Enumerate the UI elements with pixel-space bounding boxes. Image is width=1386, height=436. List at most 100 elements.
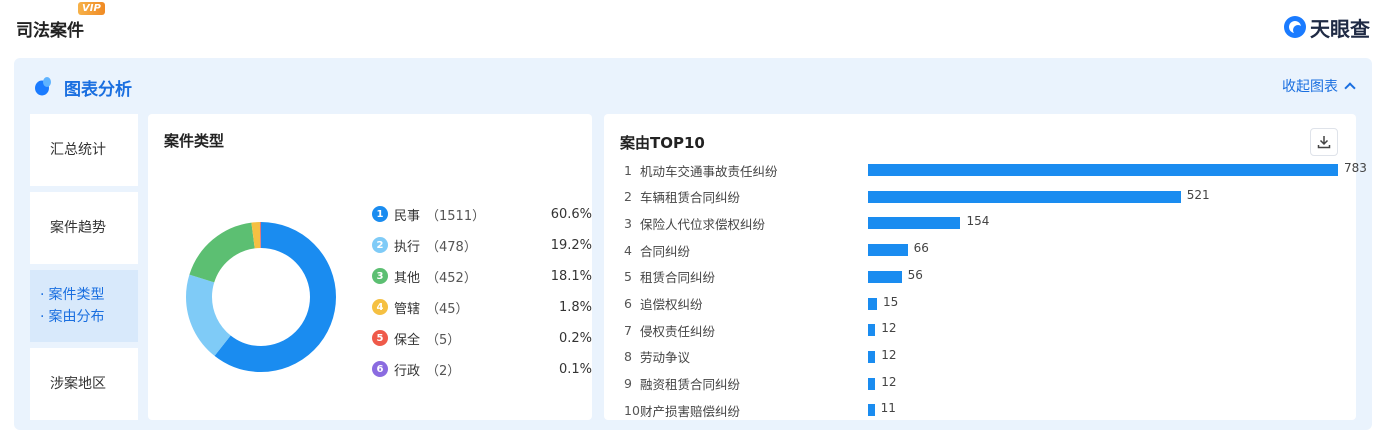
bar-mark <box>868 377 876 390</box>
bar-mark <box>868 324 876 337</box>
sidenav-item-region[interactable]: 涉案地区 <box>30 348 138 420</box>
bar-mark <box>868 404 875 417</box>
chart-analysis-icon <box>35 77 51 96</box>
bar-row[interactable]: 7 侵权责任纠纷 12 <box>624 320 1344 340</box>
bar-rank: 8 <box>624 349 632 365</box>
legend-count: （478） <box>426 239 477 255</box>
legend-index-badge: 3 <box>372 268 388 284</box>
bar-rank: 5 <box>624 269 632 285</box>
bar-row[interactable]: 2 车辆租赁合同纠纷 521 <box>624 187 1344 207</box>
sidenav-item-case-type[interactable]: 案件类型 案由分布 <box>30 270 138 342</box>
legend-percentage: 0.1% <box>558 361 592 377</box>
legend-name: 保全 <box>394 332 421 348</box>
case-type-card: 案件类型 1 民事 （1511） 60.6% 2 执行 （478） 19.2% 3 其他 （452）… <box>148 114 592 420</box>
bar-value-label: 154 <box>966 214 990 229</box>
bar-mark <box>868 190 1181 203</box>
bar-value-label: 56 <box>907 267 923 282</box>
bar-category-label: 劳动争议 <box>640 350 691 366</box>
download-button[interactable] <box>1310 128 1338 156</box>
sidenav-item-label-secondary: 案由分布 <box>48 306 138 328</box>
legend-index-badge: 4 <box>372 299 388 315</box>
bar-row[interactable]: 6 追偿权纠纷 15 <box>624 294 1344 314</box>
legend-row[interactable]: 5 保全 （5） 0.2% <box>372 328 592 348</box>
brand-logo-icon <box>1284 16 1306 38</box>
collapse-charts-button[interactable]: 收起图表 <box>1282 76 1356 96</box>
legend-row[interactable]: 1 民事 （1511） 60.6% <box>372 204 592 224</box>
bar-rank: 9 <box>624 376 632 392</box>
legend-index-badge: 6 <box>372 361 388 377</box>
legend-count: （2） <box>426 363 461 379</box>
bar-value-label: 12 <box>881 374 897 389</box>
bar-mark <box>868 350 876 363</box>
bar-mark <box>868 244 908 257</box>
bar-row[interactable]: 1 机动车交通事故责任纠纷 783 <box>624 160 1367 180</box>
legend-row[interactable]: 6 行政 （2） 0.1% <box>372 359 592 379</box>
cause-top10-title: 案由TOP10 <box>620 134 705 152</box>
legend-index-badge: 1 <box>372 206 388 222</box>
legend-row[interactable]: 2 执行 （478） 19.2% <box>372 235 592 255</box>
top-bar: 司法案件 VIP 天眼查 <box>0 0 1386 50</box>
bar-row[interactable]: 9 融资租赁合同纠纷 12 <box>624 374 1344 394</box>
chart-sidenav: 汇总统计 案件趋势 案件类型 案由分布 涉案地区 <box>30 114 138 420</box>
brand-logo: 天眼查 <box>1284 12 1370 42</box>
bar-category-label: 追偿权纠纷 <box>640 297 703 312</box>
bar-row[interactable]: 8 劳动争议 12 <box>624 347 1344 367</box>
panel-header: 图表分析 收起图表 <box>14 58 1372 112</box>
sidenav-item-label: 案件趋势 <box>50 220 106 236</box>
panel-title: 图表分析 <box>64 80 132 100</box>
sidenav-item-label: 汇总统计 <box>50 142 106 158</box>
bar-category-label: 合同纠纷 <box>640 243 691 259</box>
bar-value-label: 12 <box>881 347 897 362</box>
case-type-donut-chart <box>186 222 336 372</box>
legend-percentage: 18.1% <box>550 268 592 284</box>
bar-row[interactable]: 3 保险人代位求偿权纠纷 154 <box>624 213 1344 233</box>
sidenav-item-label: 涉案地区 <box>50 376 106 392</box>
bar-category-label: 机动车交通事故责任纠纷 <box>640 163 778 179</box>
bar-category-label: 车辆租赁合同纠纷 <box>640 190 741 206</box>
legend-count: （45） <box>426 301 469 317</box>
cause-top10-card: 案由TOP10 1 机动车交通事故责任纠纷 783 2 车辆租赁合同纠纷 521 3 保险人代… <box>604 114 1367 420</box>
legend-name: 民事 <box>394 208 421 224</box>
bar-value-label: 66 <box>913 241 929 256</box>
legend-percentage: 1.8% <box>558 299 592 315</box>
bar-rank: 10 <box>624 402 640 418</box>
sidenav-item-label: 案件类型 <box>48 284 138 306</box>
brand-name: 天眼查 <box>1310 16 1370 41</box>
bar-row[interactable]: 4 合同纠纷 66 <box>624 240 1344 260</box>
donut-slice-2[interactable] <box>186 222 336 372</box>
legend-name: 行政 <box>394 363 421 379</box>
bar-row[interactable]: 10 财产损害赔偿纠纷 11 <box>624 400 1344 420</box>
sidenav-item-summary[interactable]: 汇总统计 <box>30 114 138 186</box>
bar-mark <box>868 270 902 283</box>
legend-name: 执行 <box>394 239 421 255</box>
bar-rank: 1 <box>624 162 632 178</box>
legend-name: 管辖 <box>394 301 421 317</box>
legend-row[interactable]: 3 其他 （452） 18.1% <box>372 266 592 286</box>
vip-badge: VIP <box>78 2 105 15</box>
legend-count: （452） <box>426 270 477 286</box>
bar-value-label: 15 <box>883 294 899 309</box>
legend-percentage: 19.2% <box>550 237 592 253</box>
bar-value-label: 521 <box>1186 187 1210 202</box>
bar-mark <box>868 297 877 310</box>
legend-percentage: 60.6% <box>550 206 592 222</box>
sidenav-item-trend[interactable]: 案件趋势 <box>30 192 138 264</box>
bar-value-label: 783 <box>1344 161 1367 175</box>
case-type-title: 案件类型 <box>164 132 225 150</box>
bar-mark <box>868 164 1338 176</box>
chart-analysis-panel: 图表分析 收起图表 汇总统计 案件趋势 案件类型 案由分布 涉案地区 案件类型 … <box>14 58 1372 430</box>
legend-count: （5） <box>426 332 461 348</box>
bar-rank: 6 <box>624 296 632 311</box>
legend-index-badge: 2 <box>372 237 388 253</box>
bar-category-label: 侵权责任纠纷 <box>640 323 716 339</box>
bar-category-label: 财产损害赔偿纠纷 <box>640 403 741 419</box>
bar-rank: 2 <box>624 189 632 205</box>
bar-rank: 4 <box>624 242 632 258</box>
bar-row[interactable]: 5 租赁合同纠纷 56 <box>624 267 1344 287</box>
bar-rank: 7 <box>624 322 632 338</box>
legend-row[interactable]: 4 管辖 （45） 1.8% <box>372 297 592 317</box>
donut-slice-5[interactable] <box>186 222 336 372</box>
legend-name: 其他 <box>394 270 421 286</box>
page-title: 司法案件 <box>16 21 84 41</box>
legend-percentage: 0.2% <box>558 330 592 346</box>
